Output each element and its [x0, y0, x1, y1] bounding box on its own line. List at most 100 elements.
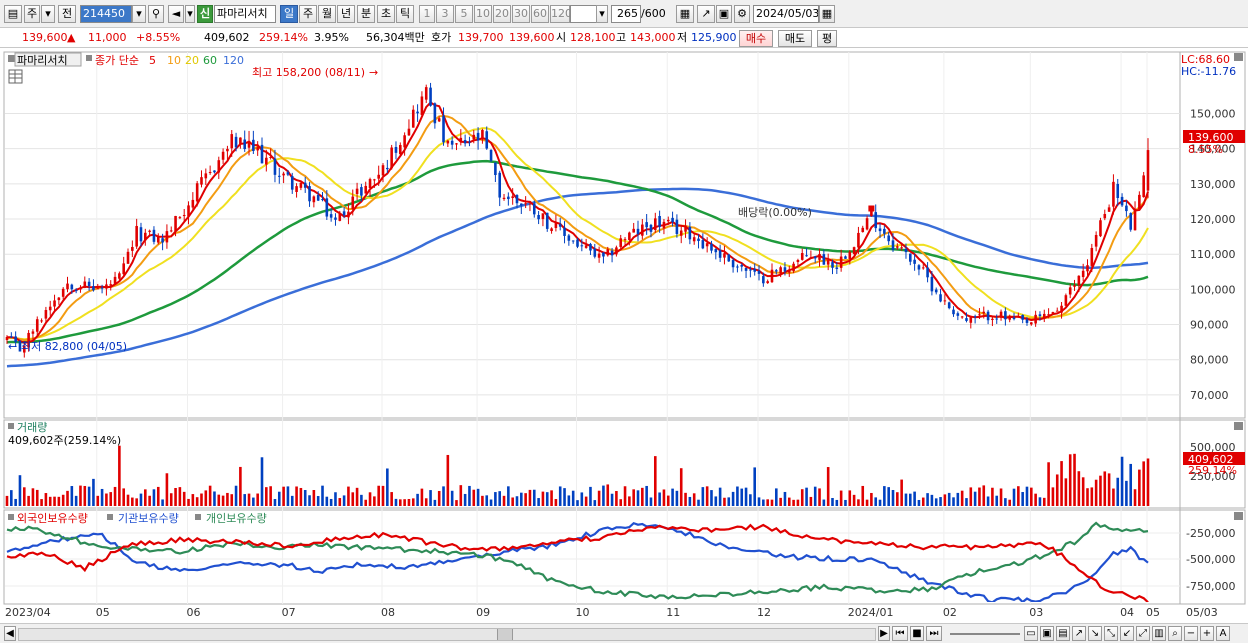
speaker-dropdown-icon[interactable]: ▾ — [185, 5, 195, 23]
candle-body — [122, 263, 125, 275]
zoom-icon-2[interactable]: ▣ — [1040, 626, 1054, 641]
stock-name-field[interactable]: 파마리서치 — [214, 5, 276, 23]
scroll-thumb[interactable] — [497, 629, 513, 640]
stock-chart[interactable]: 150,000 140,000 130,000 120,000 110,000 100,0… — [0, 48, 1248, 623]
draw-tool-icon-5[interactable]: ⤢ — [1136, 626, 1150, 641]
stop-icon[interactable]: ■ — [910, 626, 924, 641]
draw-tool-icon-1[interactable]: ↗ — [1072, 626, 1086, 641]
holdings-close-icon[interactable] — [1234, 512, 1243, 520]
candle-body — [169, 230, 173, 232]
layout-icon[interactable]: ▤ — [4, 5, 22, 23]
candle-body — [857, 232, 860, 248]
period-button-1[interactable]: 주 — [299, 5, 317, 23]
interval-button-3[interactable]: 3 — [436, 5, 454, 23]
buy-button[interactable]: 매수 — [739, 30, 773, 47]
volume-bar — [92, 478, 95, 506]
date-input[interactable]: 2024/05/03 — [753, 5, 819, 23]
calendar-icon[interactable]: ▦ — [819, 5, 835, 23]
zoom-out-icon[interactable]: − — [1184, 626, 1198, 641]
stock-code-input[interactable]: 214450 — [80, 5, 132, 23]
draw-tool-icon-6[interactable]: ▥ — [1152, 626, 1166, 641]
volume-bar — [550, 490, 553, 506]
search-icon[interactable]: ⚲ — [148, 5, 164, 23]
candle-body — [403, 135, 406, 148]
period-button-5[interactable]: 초 — [377, 5, 395, 23]
interval-button-5[interactable]: 5 — [455, 5, 473, 23]
price-close-icon[interactable] — [1234, 53, 1243, 61]
volume-close-icon[interactable] — [1234, 422, 1243, 430]
candle-body — [1004, 311, 1007, 320]
dropdown-icon[interactable]: ▾ — [41, 5, 55, 23]
candle-body — [411, 109, 415, 128]
type-badge: 신 — [197, 5, 213, 23]
period-button-3[interactable]: 년 — [337, 5, 355, 23]
zoom-icon-3[interactable]: ▤ — [1056, 626, 1070, 641]
candle-body — [818, 253, 821, 260]
interval-button-1[interactable]: 1 — [419, 5, 435, 23]
save-icon[interactable]: ▣ — [716, 5, 732, 23]
candle-body — [35, 319, 39, 332]
candle-body — [1129, 213, 1133, 230]
candle-body — [87, 281, 91, 287]
period-button-6[interactable]: 틱 — [396, 5, 414, 23]
candle-body — [826, 260, 830, 265]
interval-button-60[interactable]: 60 — [531, 5, 549, 23]
sell-button[interactable]: 매도 — [778, 30, 812, 47]
zoom-in-icon[interactable]: + — [1200, 626, 1214, 641]
volume-bar — [1138, 469, 1141, 506]
interval-button-30[interactable]: 30 — [512, 5, 530, 23]
settings-icon[interactable]: ⚙ — [734, 5, 750, 23]
draw-icon[interactable]: ↗ — [697, 5, 715, 23]
candle-body — [442, 115, 445, 143]
volume-bar — [792, 499, 795, 506]
volume-bar — [749, 494, 752, 506]
code-dropdown-icon[interactable]: ▾ — [132, 5, 146, 23]
interval-button-10[interactable]: 10 — [474, 5, 492, 23]
volume-bar — [947, 492, 951, 506]
draw-tool-icon-4[interactable]: ↙ — [1120, 626, 1134, 641]
volume-bar — [658, 492, 661, 506]
candle-body — [545, 212, 549, 229]
zoom-slider[interactable] — [950, 633, 1020, 635]
scroll-bar[interactable]: ◀ ▶ ⏮ ■ ⏭ ▭ ▣ ▤ ↗ ↘ ⤡ ↙ ⤢ ▥ ⌕ − + A — [0, 623, 1248, 643]
candle-body — [295, 186, 298, 192]
count-input[interactable]: 265 — [611, 5, 641, 23]
magnifier-icon[interactable]: ⌕ — [1168, 626, 1182, 641]
speaker-icon[interactable]: ◄ — [168, 5, 184, 23]
chart-grid-icon[interactable]: ▦ — [676, 5, 694, 23]
draw-tool-icon-3[interactable]: ⤡ — [1104, 626, 1118, 641]
interval-button-120[interactable]: 120 — [550, 5, 572, 23]
prev-button[interactable]: 전 — [58, 5, 76, 23]
candle-body — [740, 264, 744, 267]
individual-label: 개인보유수량 — [206, 512, 267, 525]
volume-bar — [701, 487, 705, 506]
rewind-icon[interactable]: ⏮ — [892, 626, 908, 641]
font-size-icon[interactable]: A — [1216, 626, 1230, 641]
candle-body — [844, 256, 847, 259]
low-price: 125,900 — [691, 31, 737, 44]
avg-button[interactable]: 평 — [817, 30, 837, 47]
draw-tool-icon-2[interactable]: ↘ — [1088, 626, 1102, 641]
zoom-icon-1[interactable]: ▭ — [1024, 626, 1038, 641]
candle-body — [1030, 322, 1033, 325]
candle-body — [930, 276, 934, 292]
volume-bar — [1025, 486, 1029, 506]
market-select[interactable]: 주 — [24, 5, 40, 23]
play-icon[interactable]: ▶ — [878, 626, 890, 641]
scroll-track[interactable] — [18, 628, 876, 641]
candle-body — [381, 165, 385, 176]
scroll-left-icon[interactable]: ◀ — [4, 626, 16, 641]
volume-bar — [1047, 462, 1050, 506]
interval-button-20[interactable]: 20 — [493, 5, 511, 23]
candle-body — [697, 238, 700, 242]
volume-bar — [351, 492, 355, 506]
volume-bar — [839, 490, 843, 506]
volume-bar — [308, 495, 311, 506]
period-button-2[interactable]: 월 — [318, 5, 336, 23]
forward-icon[interactable]: ⏭ — [926, 626, 942, 641]
interval-dropdown-icon[interactable]: ▾ — [596, 5, 608, 23]
period-button-0[interactable]: 일 — [280, 5, 298, 23]
period-button-4[interactable]: 분 — [357, 5, 375, 23]
volume-bar — [861, 485, 865, 506]
